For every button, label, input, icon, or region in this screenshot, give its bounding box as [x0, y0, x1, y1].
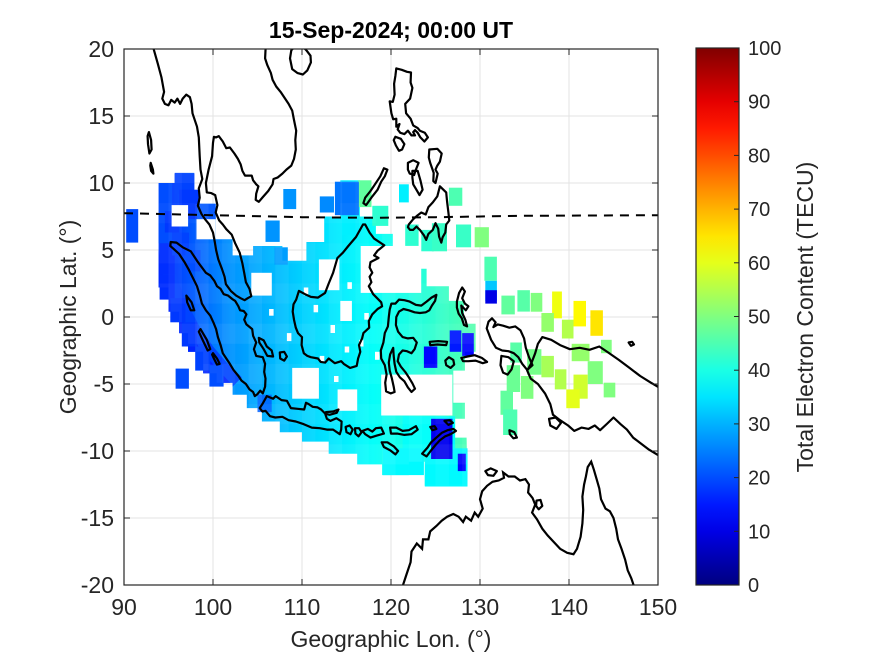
svg-text:80: 80	[748, 145, 770, 167]
svg-text:150: 150	[639, 594, 677, 620]
svg-text:30: 30	[748, 414, 770, 436]
svg-text:50: 50	[748, 307, 770, 329]
svg-text:20: 20	[88, 36, 114, 62]
svg-text:130: 130	[461, 594, 499, 620]
svg-text:40: 40	[748, 360, 770, 382]
svg-text:140: 140	[550, 594, 588, 620]
svg-text:90: 90	[111, 594, 137, 620]
svg-text:60: 60	[748, 253, 770, 275]
svg-text:100: 100	[748, 38, 781, 60]
svg-text:-10: -10	[81, 438, 114, 464]
svg-text:10: 10	[748, 521, 770, 543]
svg-text:20: 20	[748, 468, 770, 490]
svg-text:0: 0	[101, 304, 114, 330]
svg-text:100: 100	[194, 594, 232, 620]
svg-text:90: 90	[748, 92, 770, 114]
svg-text:10: 10	[88, 170, 114, 196]
svg-text:-5: -5	[94, 371, 114, 397]
svg-text:-20: -20	[81, 572, 114, 598]
svg-text:Geographic Lon. (°): Geographic Lon. (°)	[291, 626, 492, 652]
svg-text:120: 120	[372, 594, 410, 620]
svg-text:70: 70	[748, 199, 770, 221]
svg-text:5: 5	[101, 237, 114, 263]
svg-text:15-Sep-2024; 00:00 UT: 15-Sep-2024; 00:00 UT	[269, 17, 513, 43]
svg-text:110: 110	[284, 594, 321, 620]
svg-text:0: 0	[748, 575, 759, 597]
svg-text:Geographic Lat. (°): Geographic Lat. (°)	[55, 220, 81, 415]
svg-text:Total Electron Content (TECU): Total Electron Content (TECU)	[792, 162, 818, 473]
svg-text:-15: -15	[81, 505, 114, 531]
svg-text:15: 15	[88, 103, 114, 129]
